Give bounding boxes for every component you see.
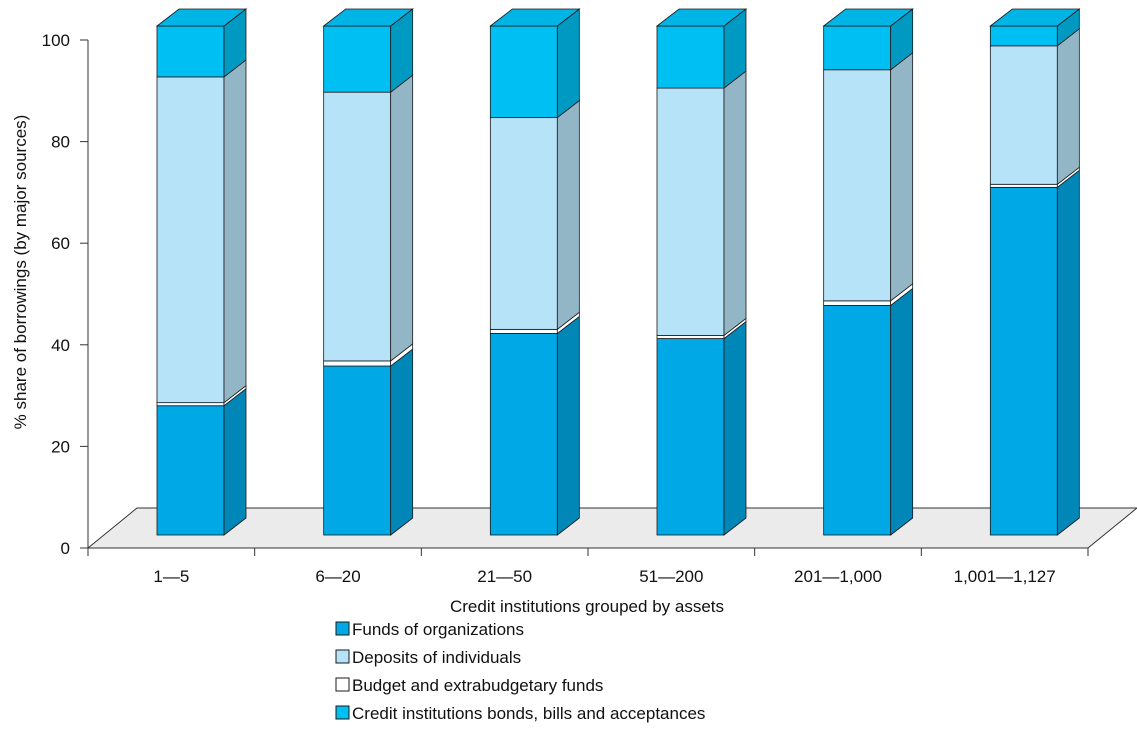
bar-1-001-1-127-funds-of-organizations-side <box>1056 169 1080 536</box>
bar-21-50-funds-of-organizations-side <box>556 315 580 536</box>
x-tick-label: 21—50 <box>477 567 532 586</box>
x-axis-ticks: 1—5 6—20 21—50 51—200 201—1,000 1,001—1,127 <box>87 548 1089 586</box>
legend-swatch <box>335 677 350 692</box>
bar-21-50-credit-institutions-bonds-bills-and-acceptances-side <box>556 8 580 119</box>
bar-51-200-top <box>655 8 748 27</box>
legend-label: Funds of organizations <box>352 620 524 639</box>
legend-label: Deposits of individuals <box>352 648 521 667</box>
bar-6-20-budget-and-extrabudgetary-funds <box>323 360 392 367</box>
bar-201-1-000-deposits-of-individuals <box>823 69 892 302</box>
legend-swatch <box>335 649 350 664</box>
bar-stack-6-20 <box>322 8 414 536</box>
y-tick-label: 20 <box>51 437 70 456</box>
x-tick-label: 51—200 <box>639 567 703 586</box>
bar-1-001-1-127-deposits-of-individuals <box>989 45 1058 185</box>
bar-1-001-1-127-budget-and-extrabudgetary-funds <box>989 183 1058 188</box>
bar-51-200-deposits-of-individuals-side <box>723 70 747 337</box>
bar-stack-201-1-000 <box>822 8 914 536</box>
bar-201-1-000-funds-of-organizations <box>823 305 892 536</box>
bar-1-5-credit-institutions-bonds-bills-and-acceptances <box>156 25 225 78</box>
bar-21-50-budget-and-extrabudgetary-funds <box>489 328 558 334</box>
legend-item-budget-and-extrabudgetary-funds: Budget and extrabudgetary funds <box>335 676 603 695</box>
bar-201-1-000-funds-of-organizations-side <box>890 287 914 536</box>
bar-stack-51-200 <box>655 8 748 536</box>
bar-21-50-top <box>489 8 581 27</box>
bar-21-50-credit-institutions-bonds-bills-and-acceptances <box>489 25 558 119</box>
bar-1-001-1-127-funds-of-organizations <box>989 186 1058 536</box>
x-tick-label: 1,001—1,127 <box>954 567 1056 586</box>
bar-1-5-budget-and-extrabudgetary-funds <box>156 402 225 407</box>
bar-1-5-funds-of-organizations <box>156 405 225 536</box>
bar-1-001-1-127-deposits-of-individuals-side <box>1056 28 1080 186</box>
bar-1-001-1-127-top <box>989 8 1081 27</box>
y-axis-title: % share of borrowings (by major sources) <box>11 115 30 430</box>
bar-6-20-deposits-of-individuals <box>323 91 392 362</box>
bar-6-20-credit-institutions-bonds-bills-and-acceptances <box>323 25 392 93</box>
bar-stack-1-001-1-127 <box>989 8 1081 536</box>
y-tick-label: 40 <box>51 336 70 355</box>
y-tick-label: 100 <box>42 31 70 50</box>
bar-group <box>155 8 1081 536</box>
bar-201-1-000-credit-institutions-bonds-bills-and-acceptances <box>823 25 892 71</box>
x-tick-label: 1—5 <box>153 567 189 586</box>
legend-item-funds-of-organizations: Funds of organizations <box>335 620 524 639</box>
y-axis-ticks: 0 20 40 60 80 100 <box>42 31 88 558</box>
legend-label: Budget and extrabudgetary funds <box>352 676 603 695</box>
legend-item-deposits-of-individuals: Deposits of individuals <box>335 648 521 667</box>
y-tick-label: 0 <box>61 539 70 558</box>
bar-21-50-deposits-of-individuals <box>489 117 558 330</box>
bar-1-5-deposits-of-individuals-side <box>223 59 247 404</box>
bar-21-50-deposits-of-individuals-side <box>556 99 580 331</box>
legend-swatch <box>335 705 350 720</box>
bar-1-5-deposits-of-individuals <box>156 76 225 404</box>
bar-1-001-1-127-credit-institutions-bonds-bills-and-acceptances <box>989 25 1058 47</box>
bar-1-5-funds-of-organizations-side <box>223 387 247 536</box>
bar-1-5-top <box>155 8 248 27</box>
x-tick-label: 6—20 <box>315 567 360 586</box>
bar-6-20-deposits-of-individuals-side <box>390 74 414 362</box>
bar-201-1-000-top <box>822 8 914 27</box>
bar-6-20-funds-of-organizations-side <box>390 348 414 536</box>
bar-201-1-000-budget-and-extrabudgetary-funds <box>823 300 892 306</box>
bar-201-1-000-deposits-of-individuals-side <box>890 51 914 302</box>
legend-item-credit-institutions-bonds-bills-and-acceptances: Credit institutions bonds, bills and acc… <box>335 704 705 723</box>
legend-swatch <box>335 621 350 636</box>
chart-legend: Funds of organizations Deposits of indivi… <box>335 620 705 723</box>
x-axis-title: Credit institutions grouped by assets <box>450 597 724 616</box>
y-tick-label: 60 <box>51 234 70 253</box>
bar-51-200-deposits-of-individuals <box>656 87 725 336</box>
bar-51-200-funds-of-organizations <box>656 338 725 536</box>
bar-21-50-funds-of-organizations <box>489 333 558 536</box>
x-tick-label: 201—1,000 <box>794 567 882 586</box>
bar-51-200-funds-of-organizations-side <box>723 320 747 536</box>
legend-label: Credit institutions bonds, bills and acc… <box>352 704 705 723</box>
bar-6-20-funds-of-organizations <box>323 365 392 536</box>
y-tick-label: 80 <box>51 133 70 152</box>
bar-51-200-credit-institutions-bonds-bills-and-acceptances <box>656 25 725 89</box>
bar-51-200-budget-and-extrabudgetary-funds <box>656 335 725 339</box>
bar-stack-21-50 <box>489 8 581 536</box>
bar-6-20-top <box>322 8 414 27</box>
bar-stack-1-5 <box>155 8 248 536</box>
